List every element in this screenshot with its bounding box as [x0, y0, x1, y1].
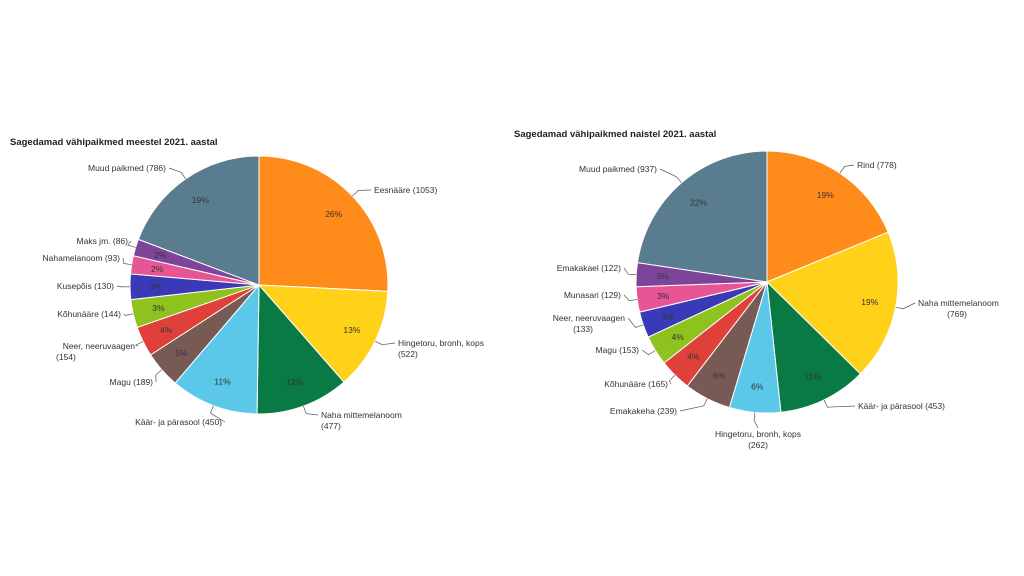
- pie-label-men-9: Maks jm. (86): [77, 236, 129, 246]
- pie-label-men-0: Eesnääre (1053): [374, 185, 437, 195]
- leader-line-men-2: [303, 405, 319, 416]
- leader-line-women-5: [668, 374, 676, 385]
- pie-label-men-5: Neer, neeruvaagen (154): [56, 341, 135, 362]
- pie-slice-women-2: [766, 280, 862, 413]
- pie-label-women-5: Kõhunääre (165): [604, 379, 668, 389]
- pie-slice-women-10: [636, 150, 768, 283]
- pie-label-women-7: Neer, neeruvaagen (133): [553, 313, 626, 334]
- pie-label-women-1: Naha mittemelanoom (769): [918, 298, 999, 319]
- leader-line-men-9: [127, 240, 136, 248]
- pie-pct-men-0: 26%: [325, 209, 342, 219]
- leader-line-men-0: [352, 189, 372, 197]
- pie-label-women-4: Emakakeha (239): [610, 406, 677, 416]
- pie-pct-women-1: 19%: [861, 297, 878, 307]
- pie-label-men-1: Hingetoru, bronh, kops (522): [398, 338, 484, 359]
- pie-pct-men-4: 5%: [175, 348, 188, 358]
- pie-pct-women-4: 6%: [713, 370, 726, 380]
- pie-label-men-6: Kõhunääre (144): [57, 309, 121, 319]
- leader-line-women-4: [679, 398, 708, 412]
- pie-label-women-8: Munasari (129): [564, 290, 621, 300]
- pie-slice-women-0: [766, 150, 889, 283]
- pie-pct-women-9: 3%: [656, 271, 669, 281]
- pie-label-men-2: Naha mittemelanoom (477): [321, 410, 402, 431]
- leader-line-women-10: [659, 168, 682, 183]
- chart-title-men: Sagedamad vähipaikmed meestel 2021. aast…: [10, 137, 218, 148]
- leader-line-women-9: [623, 267, 637, 275]
- leader-line-women-6: [641, 349, 656, 356]
- pie-pct-men-8: 2%: [151, 264, 164, 274]
- pie-pct-women-7: 3%: [662, 311, 675, 321]
- pie-label-women-10: Muud paikmed (937): [579, 164, 657, 174]
- pie-label-women-9: Emakakael (122): [557, 263, 621, 273]
- pie-pct-men-2: 12%: [286, 377, 303, 387]
- leader-line-men-5: [135, 341, 144, 347]
- pie-pct-women-10: 22%: [690, 198, 707, 208]
- pie-pct-men-6: 3%: [152, 303, 165, 313]
- pie-label-women-0: Rind (778): [857, 160, 897, 170]
- pie-pct-men-1: 13%: [343, 325, 360, 335]
- pie-pct-men-9: 2%: [154, 250, 167, 260]
- pie-slice-men-10: [137, 155, 260, 286]
- leader-line-men-10: [168, 167, 186, 180]
- pie-pct-women-3: 6%: [751, 381, 764, 391]
- pie-label-men-4: Magu (189): [110, 377, 154, 387]
- pie-pct-men-5: 4%: [160, 325, 173, 335]
- pie-slice-men-3: [174, 283, 260, 415]
- leader-line-men-8: [122, 257, 132, 266]
- leader-line-women-7: [627, 317, 644, 328]
- leader-line-women-0: [839, 164, 855, 174]
- pie-slice-men-2: [256, 283, 345, 415]
- pie-slice-men-0: [258, 155, 389, 292]
- leader-line-men-1: [374, 340, 396, 346]
- chart-title-women: Sagedamad vähipaikmed naistel 2021. aast…: [514, 129, 717, 140]
- pie-label-women-2: Käär- ja pärasool (453): [858, 401, 945, 411]
- pie-pct-men-3: 11%: [214, 377, 231, 387]
- leader-line-men-7: [116, 285, 131, 288]
- leader-line-women-2: [823, 399, 856, 408]
- pie-pct-women-0: 19%: [817, 190, 834, 200]
- pie-label-men-10: Muud paikmed (786): [88, 163, 166, 173]
- leader-line-women-3: [753, 412, 759, 429]
- pie-label-women-6: Magu (153): [596, 345, 640, 355]
- leader-line-men-3: [210, 405, 226, 423]
- pie-label-men-3: Käär- ja pärasool (450): [135, 417, 222, 427]
- pie-pct-men-10: 19%: [192, 195, 209, 205]
- leader-line-women-1: [895, 302, 916, 310]
- pie-label-men-7: Kusepõis (130): [57, 281, 114, 291]
- pie-label-men-8: Nahamelanoom (93): [43, 253, 121, 263]
- pie-pct-women-2: 11%: [804, 371, 821, 381]
- pie-pct-women-5: 4%: [687, 352, 700, 362]
- pie-label-women-3: Hingetoru, bronh, kops (262): [715, 429, 801, 450]
- pie-pct-men-7: 3%: [150, 281, 163, 291]
- pie-pct-women-8: 3%: [657, 291, 670, 301]
- leader-line-men-6: [123, 313, 134, 316]
- pie-slice-women-1: [766, 231, 899, 375]
- pie-pct-women-6: 4%: [672, 332, 685, 342]
- pie-slice-men-1: [257, 284, 389, 383]
- leader-line-women-8: [623, 294, 638, 301]
- leader-line-men-4: [155, 369, 163, 383]
